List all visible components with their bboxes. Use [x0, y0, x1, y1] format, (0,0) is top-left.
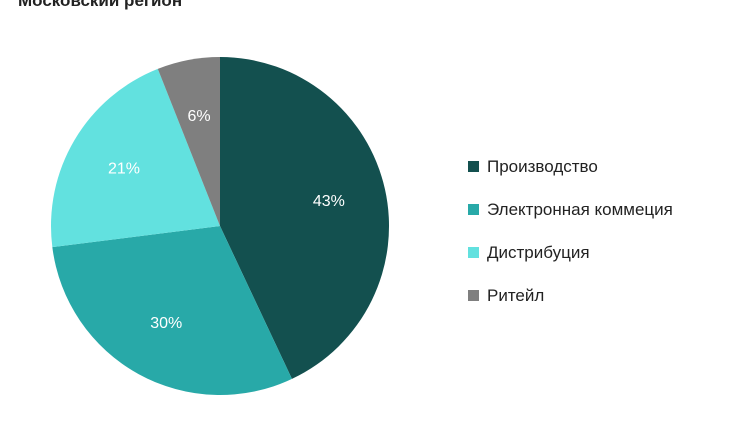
pie-slice-2 — [52, 226, 292, 396]
pie-slice-3 — [50, 68, 221, 248]
pie-slice-label-4: 6% — [188, 108, 211, 125]
legend-swatch — [468, 161, 479, 172]
legend-swatch — [468, 247, 479, 258]
legend-label: Дистрибуция — [487, 242, 590, 262]
pie-slice-label-3: 21% — [108, 161, 140, 178]
legend-label: Производство — [487, 156, 598, 176]
pie-slice-label-2: 30% — [150, 315, 182, 332]
legend-item-3: Дистрибуция — [468, 231, 673, 274]
legend-item-1: Производство — [468, 145, 673, 188]
pie-slice-4 — [157, 57, 220, 226]
legend-item-2: Электронная коммеция — [468, 188, 673, 231]
pie-slice-1 — [220, 56, 390, 379]
legend-swatch — [468, 204, 479, 215]
legend-label: Ритейл — [487, 285, 545, 305]
legend-swatch — [468, 290, 479, 301]
legend-item-4: Ритейл — [468, 274, 673, 317]
chart-title: Московский регион — [18, 0, 183, 10]
legend-label: Электронная коммеция — [487, 199, 673, 219]
legend: Производство Электронная коммеция Дистрибу… — [468, 145, 673, 317]
pie-slice-label-1: 43% — [313, 193, 345, 210]
